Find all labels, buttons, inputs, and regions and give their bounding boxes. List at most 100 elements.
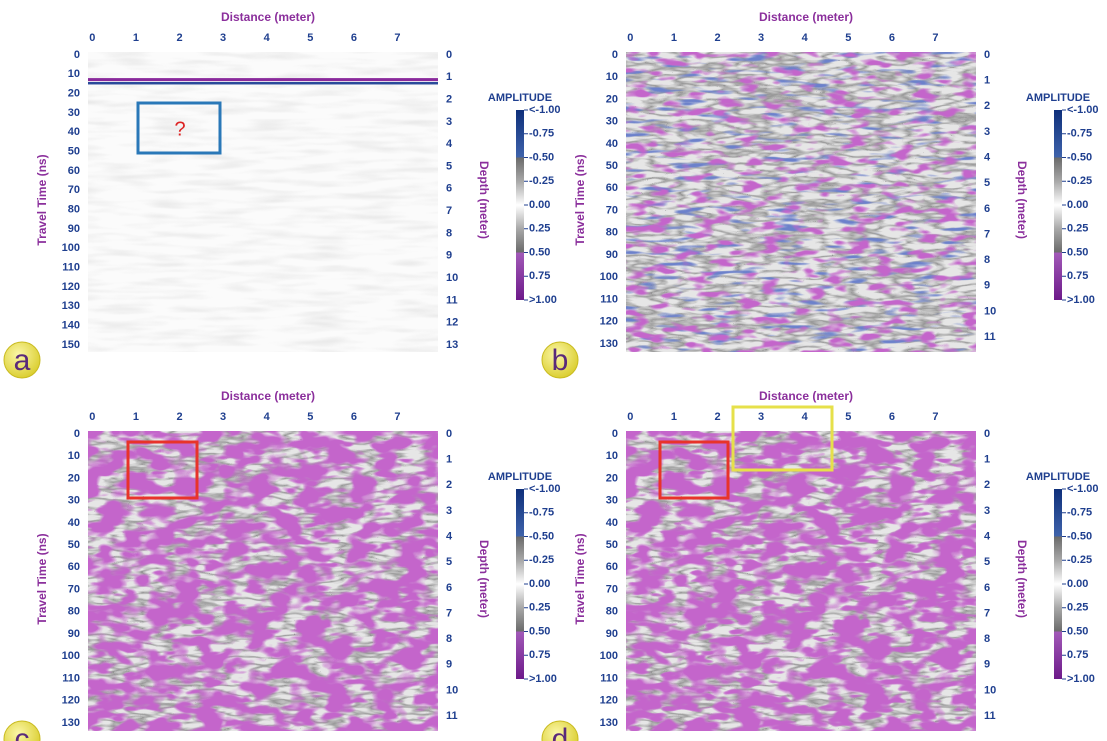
y-tick-label: 0 [74, 49, 80, 61]
x-tick-label: 6 [351, 32, 357, 44]
colorbar-tick-label: -0.50 [1067, 151, 1092, 163]
y2-tick-label: 9 [984, 659, 990, 671]
panel-label: d [552, 723, 569, 741]
y-tick-label: 110 [62, 672, 80, 684]
y-tick-label: 80 [606, 227, 618, 239]
y2-tick-label: 3 [984, 505, 990, 517]
colorbar-title: AMPLITUDE [488, 92, 552, 104]
colorbar-tick-label: >1.00 [529, 673, 557, 685]
colorbar-tick-label: <-1.00 [1067, 483, 1099, 495]
colorbar-tick-label: -0.75 [529, 128, 554, 140]
y-tick-label: 70 [68, 583, 80, 595]
colorbar-tick-label: <-1.00 [529, 104, 561, 116]
y2-tick-label: 8 [984, 254, 990, 266]
colorbar-tick-label: -0.50 [1067, 530, 1092, 542]
colorbar-tick-label: -0.75 [1067, 128, 1092, 140]
y2-tick-label: 3 [446, 505, 452, 517]
x-tick-label: 0 [627, 411, 633, 423]
y2-tick-label: 1 [446, 454, 452, 466]
y2-tick-label: 0 [984, 428, 990, 440]
colorbar-tick-label: -0.25 [1067, 554, 1092, 566]
y-tick-label: 0 [612, 49, 618, 61]
y2-tick-label: 2 [446, 479, 452, 491]
colorbar-tick-label: 0.25 [529, 602, 550, 614]
colorbar-tick-label: 0.25 [529, 223, 550, 235]
x-tick-label: 6 [889, 411, 895, 423]
y2-tick-label: 2 [984, 100, 990, 112]
y-tick-label: 60 [68, 561, 80, 573]
y-tick-label: 120 [600, 316, 618, 328]
y2-tick-label: 4 [446, 138, 453, 150]
y2-tick-label: 3 [446, 116, 452, 128]
y2-tick-label: 4 [984, 530, 991, 542]
x-tick-label: 6 [351, 411, 357, 423]
y-tick-label: 50 [606, 539, 618, 551]
y-tick-label: 40 [68, 517, 80, 529]
y2-tick-label: 0 [984, 49, 990, 61]
y2-tick-label: 4 [984, 151, 991, 163]
y2-tick-label: 10 [446, 684, 458, 696]
y-tick-label: 130 [62, 300, 80, 312]
y2-tick-label: 7 [984, 228, 990, 240]
y-tick-label: 100 [62, 650, 80, 662]
colorbar-tick-label: 0.00 [529, 578, 550, 590]
x-axis-title: Distance (meter) [759, 389, 853, 403]
x-tick-label: 5 [845, 32, 851, 44]
x-axis-title: Distance (meter) [221, 10, 315, 24]
x-tick-label: 7 [932, 411, 938, 423]
y2-tick-label: 5 [446, 160, 452, 172]
colorbar-tick-label: 0.75 [529, 649, 550, 661]
y-axis-title: Travel Time (ns) [35, 154, 49, 245]
x-tick-label: 3 [758, 32, 764, 44]
y-tick-label: 50 [606, 160, 618, 172]
y-tick-label: 90 [68, 223, 80, 235]
x-tick-label: 6 [889, 32, 895, 44]
colorbar [1054, 489, 1062, 679]
y-axis-title: Travel Time (ns) [573, 154, 587, 245]
y2-tick-label: 9 [446, 250, 452, 262]
x-tick-label: 1 [133, 32, 139, 44]
panel-label: b [552, 344, 569, 377]
y-tick-label: 100 [62, 242, 80, 254]
y-tick-label: 120 [62, 695, 80, 707]
y-tick-label: 10 [68, 68, 80, 80]
colorbar-tick-label: -0.75 [1067, 507, 1092, 519]
y-axis-title: Travel Time (ns) [35, 533, 49, 624]
y-tick-label: 0 [612, 428, 618, 440]
colorbar-tick-label: -0.50 [529, 151, 554, 163]
panel-label: a [14, 344, 31, 377]
x-tick-label: 5 [845, 411, 851, 423]
colorbar-tick-label: >1.00 [1067, 673, 1095, 685]
y2-tick-label: 11 [446, 294, 458, 306]
colorbar-tick-label: <-1.00 [529, 483, 561, 495]
y-tick-label: 90 [606, 628, 618, 640]
x-tick-label: 1 [671, 411, 677, 423]
colorbar-tick-label: -0.25 [529, 554, 554, 566]
x-tick-label: 7 [394, 32, 400, 44]
y2-axis-title: Depth (meter) [477, 540, 491, 618]
x-tick-label: 3 [758, 411, 764, 423]
y-tick-label: 10 [606, 71, 618, 83]
y-tick-label: 30 [68, 495, 80, 507]
y-tick-label: 130 [62, 717, 80, 729]
colorbar-tick-label: 0.50 [529, 625, 550, 637]
y-tick-label: 20 [606, 93, 618, 105]
y-tick-label: 60 [68, 165, 80, 177]
y2-tick-label: 10 [446, 272, 458, 284]
y2-tick-label: 0 [446, 49, 452, 61]
radargram-texture [88, 431, 438, 731]
colorbar-tick-label: -0.25 [529, 175, 554, 187]
y-axis-title: Travel Time (ns) [573, 533, 587, 624]
y-tick-label: 120 [62, 281, 80, 293]
y2-tick-label: 13 [446, 339, 458, 351]
colorbar-tick-label: -0.75 [529, 507, 554, 519]
y-tick-label: 90 [68, 628, 80, 640]
colorbar-tick-label: 0.75 [1067, 649, 1088, 661]
colorbar-tick-label: >1.00 [1067, 294, 1095, 306]
y2-tick-label: 6 [984, 203, 990, 215]
y2-tick-label: 11 [984, 710, 996, 722]
colorbar-title: AMPLITUDE [488, 471, 552, 483]
x-axis-title: Distance (meter) [759, 10, 853, 24]
x-tick-label: 2 [714, 32, 720, 44]
